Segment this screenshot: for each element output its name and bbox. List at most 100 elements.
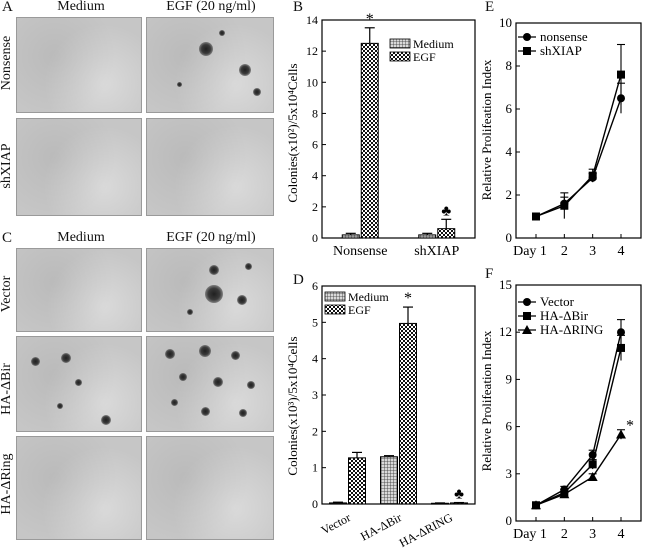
data-point — [532, 212, 540, 221]
x-tick-label: Day 1 — [513, 244, 547, 259]
bar — [399, 322, 417, 505]
micrograph-ha-dbir-egf — [146, 336, 274, 432]
series-line — [535, 434, 622, 506]
y-tick-label: 6 — [506, 419, 513, 434]
x-tick-label: shXIAP — [414, 244, 459, 259]
series-line — [535, 98, 622, 218]
legend-label: nonsense — [540, 29, 588, 44]
y-tick-label: 2 — [312, 424, 318, 438]
y-tick-label: 6 — [506, 101, 513, 116]
series-line — [535, 74, 622, 218]
micrograph-shxiap-medium — [16, 118, 142, 216]
plot-frame — [321, 19, 476, 239]
significance-mark: * — [626, 417, 634, 434]
data-point — [559, 489, 570, 499]
x-tick-label: Day 1 — [513, 527, 547, 542]
bar — [380, 456, 398, 505]
legend-swatch — [324, 291, 346, 302]
data-point — [588, 460, 597, 469]
y-tick-label: 15 — [499, 277, 512, 292]
y-tick-label: 12 — [306, 44, 318, 58]
y-tick-label: 8 — [506, 58, 513, 73]
bar — [329, 502, 347, 505]
significance-mark: * — [404, 290, 412, 307]
y-tick-label: 3 — [312, 388, 318, 402]
data-point — [617, 343, 625, 352]
y-tick-label: 2 — [506, 187, 513, 202]
y-tick-label: 5 — [312, 315, 318, 329]
plot-frame — [321, 285, 476, 505]
data-point — [523, 312, 531, 320]
y-tick-label: 4 — [312, 352, 318, 366]
y-tick-label: 0 — [506, 230, 513, 245]
plot-frame — [515, 284, 642, 522]
y-tick-label: 10 — [306, 75, 318, 89]
y-tick-label: 0 — [312, 231, 318, 245]
legend-label: HA-ΔBir — [540, 308, 589, 323]
data-point — [616, 429, 626, 439]
bar — [360, 42, 379, 239]
micrograph-vector-medium — [16, 248, 142, 332]
y-tick-label: 6 — [312, 279, 318, 293]
row-label-ha-dring: HA-ΔRing — [0, 453, 14, 515]
y-tick-label: 9 — [506, 371, 513, 386]
chart-f: Relative Prolifeation Index 0 3 6 9 12 15 Day … — [479, 277, 642, 542]
chart-f-ylabel: Relative Prolifeation Index — [479, 330, 494, 471]
panel-label-a: A — [2, 0, 13, 15]
data-point — [523, 47, 531, 55]
data-point — [617, 70, 625, 79]
significance-mark: ♣ — [454, 487, 464, 503]
y-tick-label: 8 — [312, 106, 318, 120]
y-tick-label: 6 — [312, 138, 318, 152]
data-point — [523, 33, 531, 41]
legend-label: EGF — [413, 50, 436, 64]
y-tick-label: 10 — [499, 15, 512, 30]
significance-mark: * — [366, 11, 374, 28]
micrograph-ha-dring-egf — [146, 436, 274, 540]
chart-b: Colonies(x10²)/5x10⁴Cells 0 2 4 6 8 10 12 14 * No… — [285, 11, 476, 259]
y-tick-label: 2 — [312, 200, 318, 214]
bar — [341, 234, 360, 239]
micrograph-ha-dring-medium — [16, 436, 142, 540]
x-tick-label: HA-ΔRING — [397, 510, 455, 550]
bar — [418, 234, 437, 239]
x-tick-label: 2 — [561, 527, 568, 542]
legend-label: shXIAP — [540, 43, 582, 58]
y-tick-label: 1 — [312, 461, 318, 475]
y-tick-label: 3 — [506, 466, 513, 481]
plot-frame — [515, 22, 642, 239]
legend-swatch — [389, 38, 411, 49]
x-tick-label: Nonsense — [333, 244, 387, 259]
panel-label-c: C — [2, 230, 13, 246]
data-point — [560, 201, 569, 210]
panel-label-e: E — [485, 0, 495, 15]
row-label-nonsense: Nonsense — [0, 35, 14, 91]
x-tick-label: 3 — [589, 527, 596, 542]
chart-e: Relative Prolifeation Index 0 2 4 6 8 10 Day 1… — [479, 15, 642, 259]
chart-e-ylabel: Relative Prolifeation Index — [479, 59, 494, 200]
micrograph-nonsense-medium — [16, 17, 142, 113]
panel-label-d: D — [293, 272, 304, 288]
data-point — [522, 325, 532, 334]
x-tick-label: Vector — [319, 510, 353, 537]
x-tick-label: 2 — [561, 244, 568, 259]
legend-label: EGF — [348, 303, 371, 317]
y-tick-label: 0 — [506, 513, 513, 528]
data-point — [588, 171, 597, 180]
x-tick-label: 4 — [618, 527, 625, 542]
chart-d: Colonies(x10³)/5x10⁴Cells 0 1 2 3 4 5 6 Vector *… — [285, 279, 476, 550]
y-tick-label: 12 — [499, 324, 512, 339]
chart-d-ylabel: Colonies(x10³)/5x10⁴Cells — [285, 336, 300, 475]
bar — [348, 457, 366, 505]
row-label-shxiap: shXIAP — [0, 143, 14, 189]
legend-label: Vector — [540, 294, 575, 309]
data-point — [531, 500, 541, 510]
bar — [437, 228, 456, 239]
data-point — [523, 298, 531, 306]
significance-mark: ♣ — [441, 203, 451, 219]
micrograph-vector-egf — [146, 248, 274, 332]
micrograph-nonsense-egf — [146, 17, 274, 113]
col-header-egf-bottom: EGF (20 ng/ml) — [166, 230, 256, 245]
series-line — [535, 332, 622, 506]
legend-swatch — [389, 51, 411, 62]
